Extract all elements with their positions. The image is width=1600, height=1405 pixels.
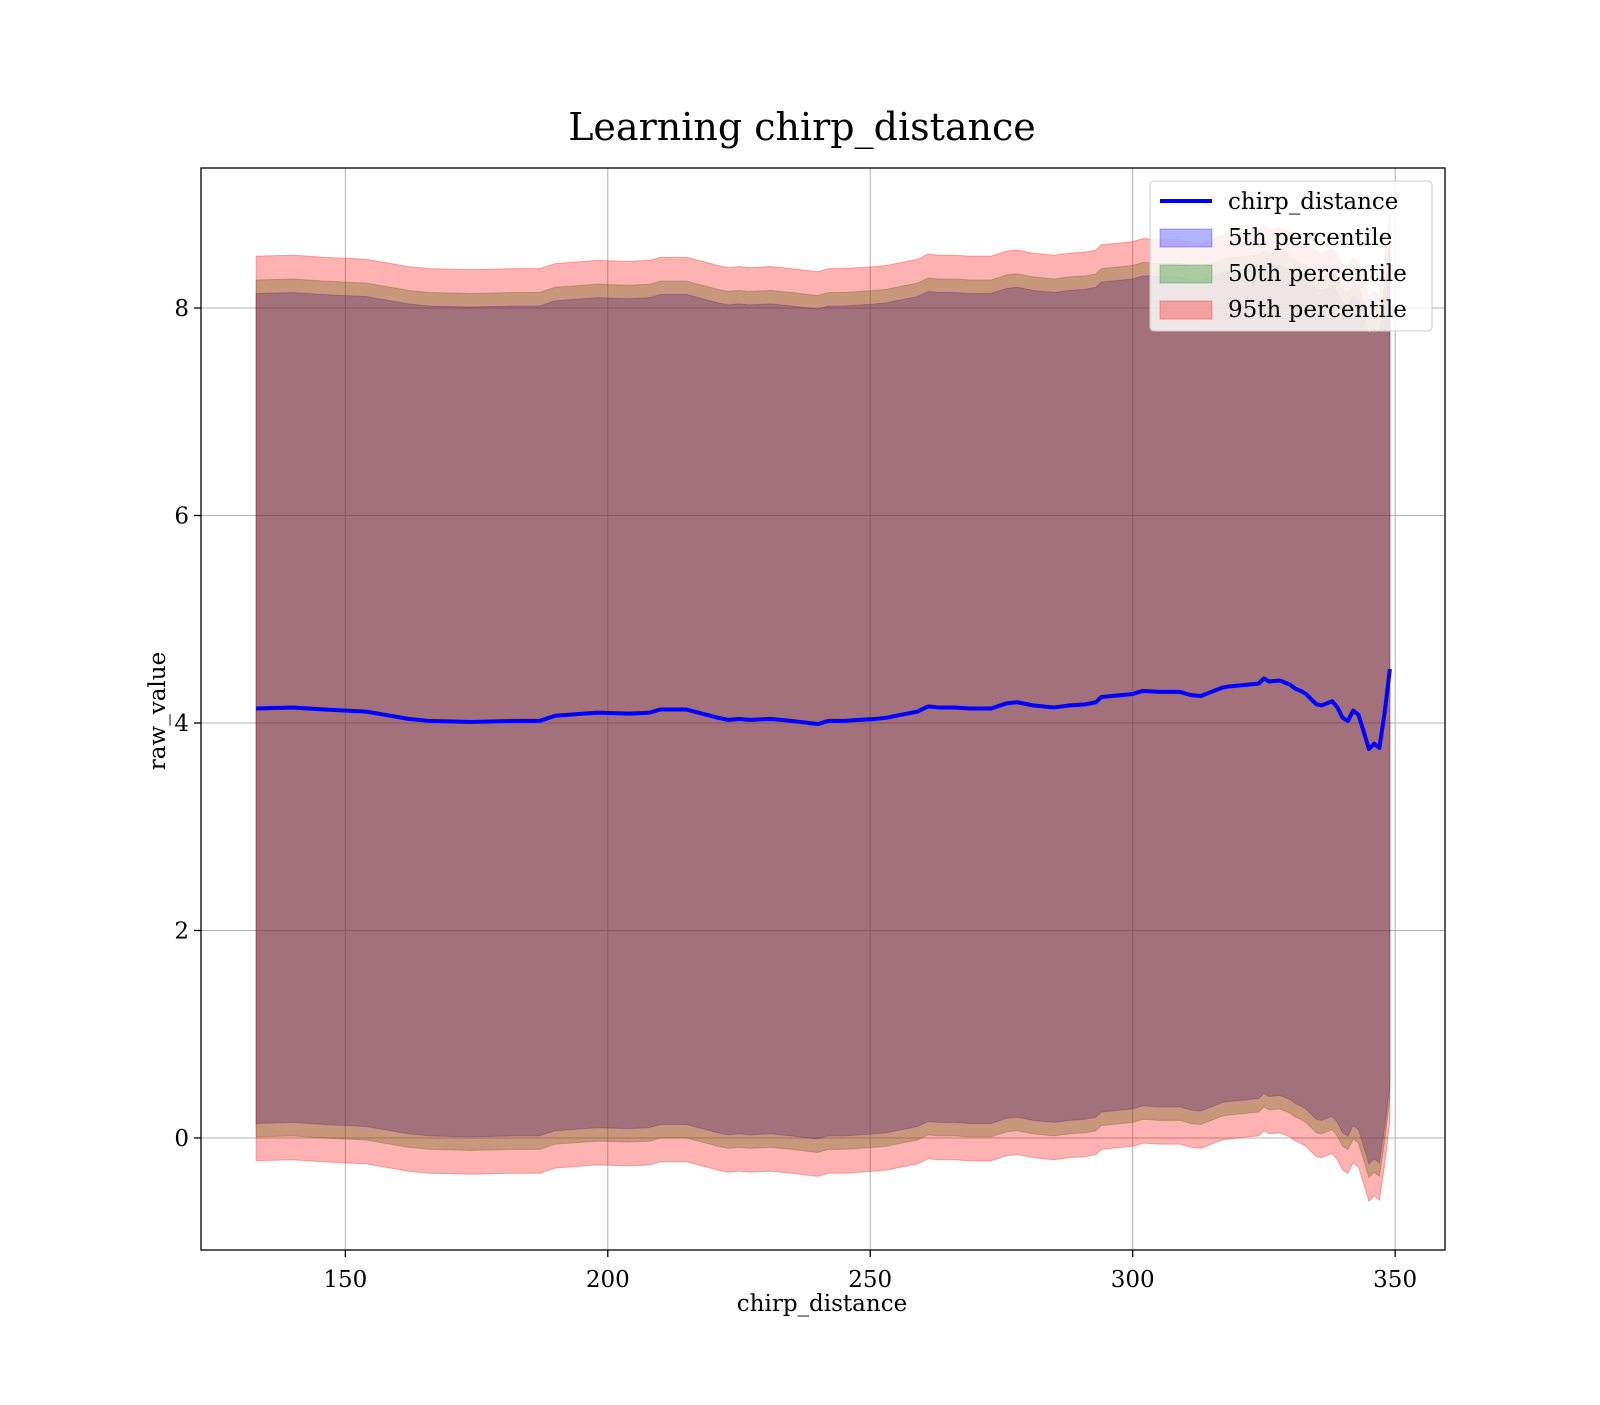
y-tick-label: 4 (174, 711, 189, 737)
y-tick-label: 0 (174, 1126, 189, 1152)
x-tick-label: 200 (586, 1267, 630, 1293)
y-axis-label: raw_value (145, 652, 171, 770)
y-tick-label: 2 (174, 918, 189, 944)
x-axis-label: chirp_distance (737, 1291, 907, 1317)
legend-label: 95th percentile (1228, 297, 1407, 323)
chart-title: Learning chirp_distance (568, 105, 1036, 150)
legend-label: chirp_distance (1228, 189, 1398, 215)
legend-label: 5th percentile (1228, 225, 1392, 251)
plot-area: 150 200 250 300 350 0 2 4 6 8 (174, 167, 1446, 1293)
legend-patch-swatch (1159, 264, 1213, 284)
legend-patch-swatch (1159, 300, 1213, 320)
band-2 (255, 240, 1391, 1179)
legend-patch-swatch (1159, 228, 1213, 248)
band-3 (255, 216, 1391, 1203)
plot-frame (200, 167, 1446, 1251)
band-1 (255, 254, 1391, 1165)
y-tick-label: 8 (174, 296, 189, 322)
series-line (256, 668, 1392, 751)
x-tick-label: 250 (848, 1267, 892, 1293)
y-tick-label: 6 (174, 504, 189, 530)
legend: chirp_distance 5th percentile 50th percent… (1149, 180, 1433, 332)
series-layer (255, 216, 1392, 1203)
legend-label: 50th percentile (1228, 261, 1407, 287)
x-tick-label: 150 (323, 1267, 367, 1293)
legend-box (1149, 180, 1433, 332)
x-tick-label: 350 (1373, 1267, 1417, 1293)
x-tick-label: 300 (1111, 1267, 1155, 1293)
